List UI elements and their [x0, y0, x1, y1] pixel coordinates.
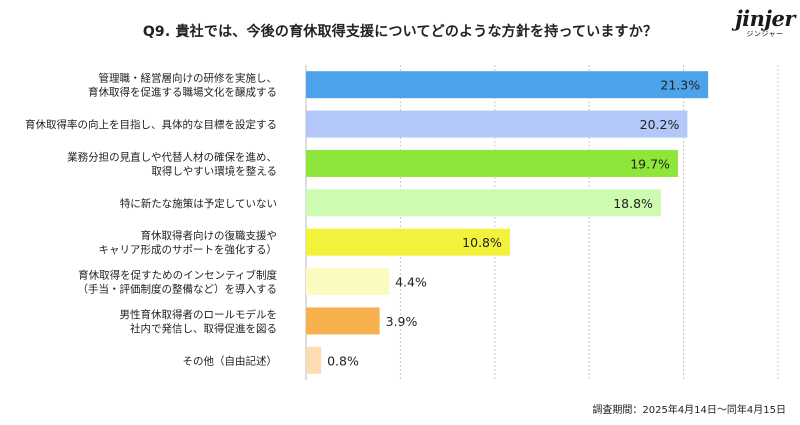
category-label: 管理職・経営層向けの研修を実施し、育休取得を促進する職場文化を醸成する — [88, 72, 277, 99]
chart-title: Q9. 貴社では、今後の育休取得支援についてどのような方針を持っていますか？ — [142, 24, 658, 40]
jinjer-logo: jinjer ジンジャー — [735, 8, 795, 44]
bar — [306, 228, 510, 256]
category-label: その他（自由記述） — [183, 354, 278, 367]
value-label: 0.8% — [327, 353, 359, 368]
bar — [306, 189, 661, 217]
bar — [306, 149, 678, 177]
bar — [306, 110, 688, 138]
bar — [306, 268, 390, 296]
value-label: 20.2% — [640, 117, 680, 132]
category-label: 特に新たな施策は予定していない — [120, 197, 277, 210]
logo-kana: ジンジャー — [746, 30, 784, 38]
category-label: 育休取得者向けの復職支援やキャリア形成のサポートを強化する） — [99, 229, 278, 256]
category-label: 業務分担の見直しや代替人材の確保を進め、取得しやすい環境を整える — [67, 150, 277, 177]
value-label: 19.7% — [630, 156, 670, 171]
category-label: 育休取得を促すためのインセンティブ制度（手当・評価制度の整備など）を導入する — [78, 269, 278, 296]
value-label: 18.8% — [613, 196, 653, 211]
logo-wordmark: jinjer — [735, 6, 795, 31]
category-label: 育休取得率の向上を目指し、具体的な目標を設定する — [25, 118, 277, 131]
value-label: 4.4% — [395, 275, 427, 290]
category-label: 男性育休取得者のロールモデルを社内で発信し、取得促進を図る — [120, 308, 278, 335]
bar — [306, 346, 322, 374]
bar — [306, 71, 709, 99]
value-label: 3.9% — [386, 314, 418, 329]
value-label: 21.3% — [660, 78, 700, 93]
survey-period-footnote: 調査期間：2025年4月14日〜同年4月15日 — [592, 405, 786, 416]
value-label: 10.8% — [462, 235, 502, 250]
bar — [306, 307, 380, 335]
